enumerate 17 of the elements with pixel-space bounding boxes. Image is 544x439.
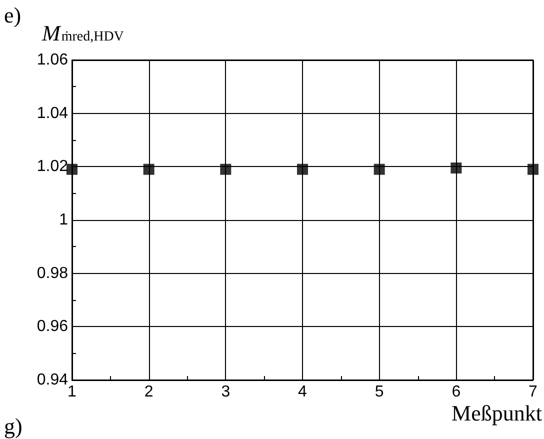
x-tick-label: 5 [374,384,384,400]
y-axis-title: Mṁred,HDV [41,20,124,46]
text: e) [4,2,22,28]
text: g) [4,414,22,438]
y-tick-label: 0.96 [36,318,68,336]
x-tick-label: 6 [452,384,461,400]
x-tick-label: 7 [528,384,538,400]
x-axis-title: Meßpunkt [452,400,542,426]
y-tick-label: 1 [59,212,68,228]
y-tick-label: 0.98 [36,264,68,282]
y-tick-label: 1.04 [36,104,68,122]
y-tick-label: 1.02 [36,158,68,176]
x-tick-label: 3 [221,384,230,400]
y-tick-label: 1.06 [36,52,68,68]
x-tick-label: 2 [144,384,154,400]
y-tick-label: 0.94 [36,372,68,388]
x-tick-label: 4 [298,384,308,400]
